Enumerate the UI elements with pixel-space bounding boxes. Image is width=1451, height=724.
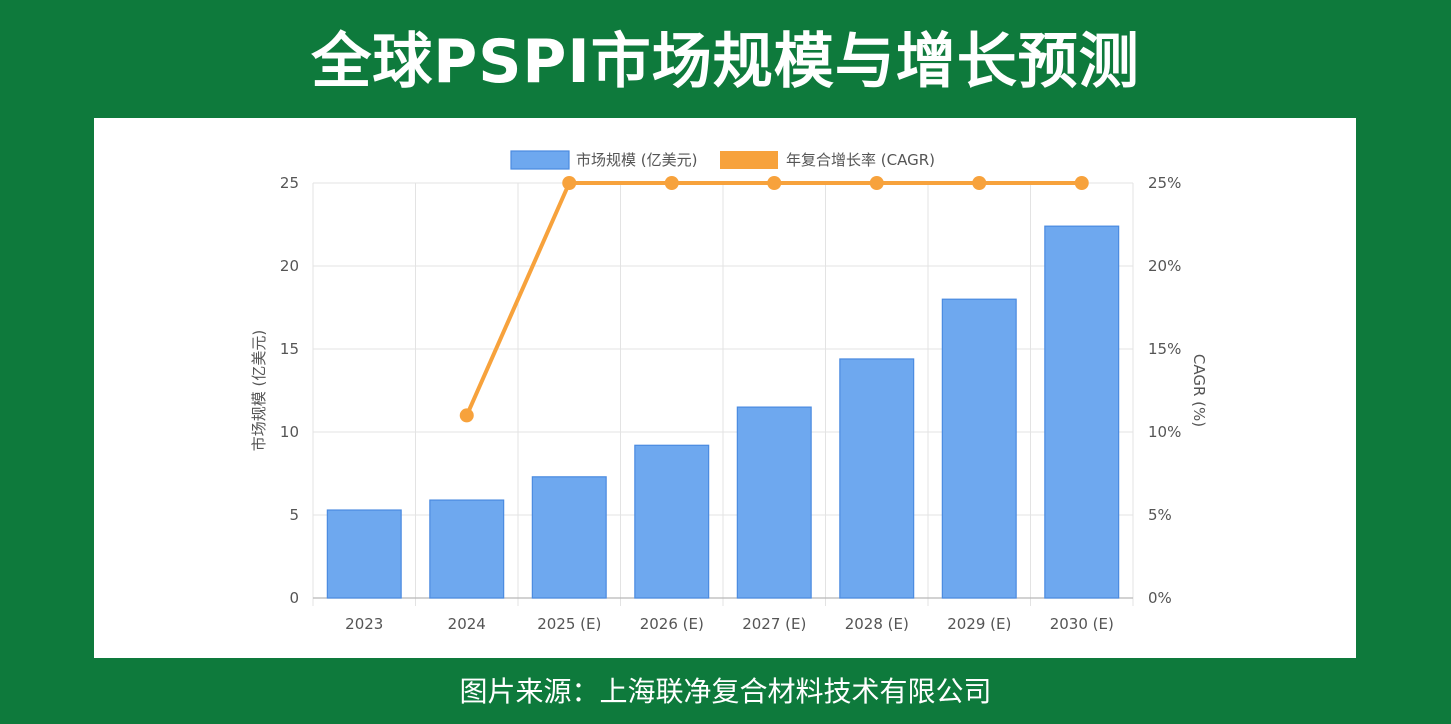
y-tick-label: 10	[280, 423, 299, 441]
chart-panel: 0 0% 5 5% 10 10% 15 15% 20 20% 25 25% 2023 2024 2025 (…	[94, 118, 1356, 658]
cagr-point	[869, 176, 884, 190]
y-axis-title: 市场规模 (亿美元)	[250, 330, 268, 451]
image-source-caption: 图片来源：上海联净复合材料技术有限公司	[459, 675, 992, 708]
x-tick-label: 2024	[448, 615, 486, 633]
page-title: 全球PSPI市场规模与增长预测	[311, 27, 1140, 97]
bar-2024	[429, 499, 505, 599]
y2-tick-label: 0%	[1148, 589, 1172, 607]
cagr-point	[562, 176, 577, 190]
y-tick-label: 20	[280, 257, 299, 275]
y2-tick-label: 10%	[1148, 423, 1181, 441]
x-tick-label: 2030 (E)	[1050, 615, 1114, 633]
bar-2028E	[839, 358, 915, 599]
legend-swatch-market-size	[510, 150, 570, 170]
y-tick-label: 15	[280, 340, 299, 358]
x-tick-label: 2026 (E)	[640, 615, 704, 633]
y2-tick-label: 5%	[1148, 506, 1172, 524]
x-tick-label: 2029 (E)	[947, 615, 1011, 633]
y-tick-label: 0	[289, 589, 299, 607]
x-tick-label: 2027 (E)	[742, 615, 806, 633]
x-tick-label: 2023	[345, 615, 383, 633]
y2-tick-label: 15%	[1148, 340, 1181, 358]
x-tick-label: 2025 (E)	[537, 615, 601, 633]
cagr-point	[664, 176, 679, 190]
combo-chart: 0 0% 5 5% 10 10% 15 15% 20 20% 25 25% 2023 2024 2025 (…	[250, 150, 1208, 633]
bar-2023	[326, 509, 402, 599]
y2-tick-label: 25%	[1148, 174, 1181, 192]
bar-2026E	[634, 444, 710, 599]
cagr-point	[1074, 176, 1089, 190]
y2-axis-title: CAGR (%)	[1190, 354, 1208, 427]
x-tick-label: 2028 (E)	[845, 615, 909, 633]
cagr-point	[459, 408, 474, 423]
legend-swatch-cagr	[720, 151, 778, 169]
cagr-point	[972, 176, 987, 190]
y-tick-label: 5	[289, 506, 299, 524]
legend-label-cagr: 年复合增长率 (CAGR)	[786, 151, 935, 169]
legend-label-market-size: 市场规模 (亿美元)	[576, 151, 697, 169]
y2-tick-label: 20%	[1148, 257, 1181, 275]
bar-2029E	[941, 298, 1017, 599]
bar-2027E	[736, 406, 812, 599]
bar-2025E	[531, 476, 607, 599]
cagr-point	[767, 176, 782, 190]
y-tick-label: 25	[280, 174, 299, 192]
bar-2030E	[1044, 225, 1120, 599]
